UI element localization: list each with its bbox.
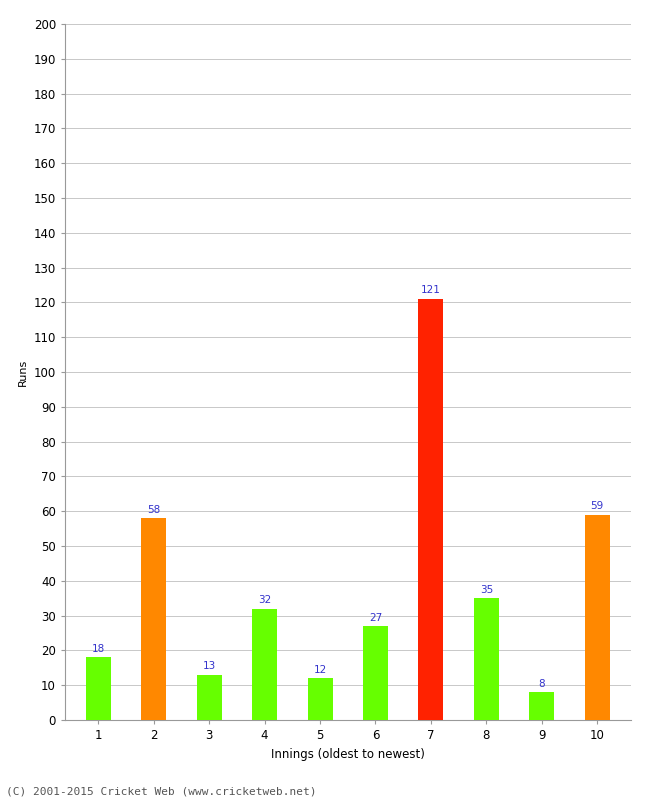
Bar bbox=[585, 514, 610, 720]
Bar bbox=[419, 299, 443, 720]
Text: 121: 121 bbox=[421, 286, 441, 295]
Text: 35: 35 bbox=[480, 585, 493, 594]
Text: (C) 2001-2015 Cricket Web (www.cricketweb.net): (C) 2001-2015 Cricket Web (www.cricketwe… bbox=[6, 786, 317, 796]
Text: 13: 13 bbox=[203, 662, 216, 671]
Bar bbox=[529, 692, 554, 720]
Text: 8: 8 bbox=[538, 678, 545, 689]
Text: 27: 27 bbox=[369, 613, 382, 622]
Text: 58: 58 bbox=[147, 505, 161, 514]
Bar bbox=[307, 678, 333, 720]
Text: 18: 18 bbox=[92, 644, 105, 654]
Text: 12: 12 bbox=[313, 665, 327, 674]
Bar bbox=[363, 626, 388, 720]
Text: 32: 32 bbox=[258, 595, 271, 605]
Bar bbox=[141, 518, 166, 720]
Bar bbox=[86, 658, 110, 720]
X-axis label: Innings (oldest to newest): Innings (oldest to newest) bbox=[271, 747, 424, 761]
Bar bbox=[252, 609, 277, 720]
Text: 59: 59 bbox=[591, 501, 604, 511]
Bar bbox=[474, 598, 499, 720]
Y-axis label: Runs: Runs bbox=[18, 358, 28, 386]
Bar bbox=[197, 674, 222, 720]
